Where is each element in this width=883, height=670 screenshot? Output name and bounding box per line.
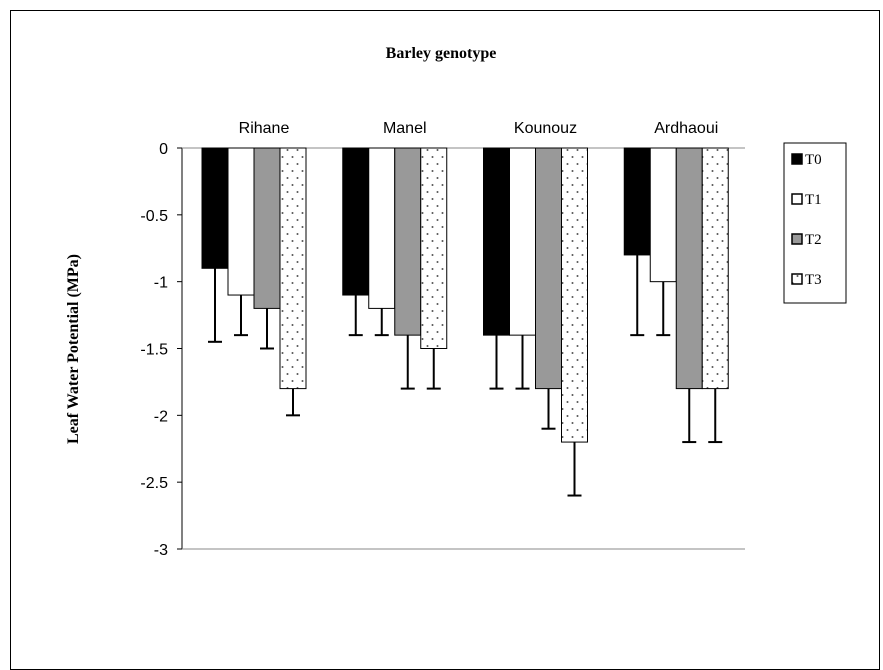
y-tick-label: -3 (154, 542, 168, 559)
category-label: Rihane (239, 120, 290, 137)
category-label: Manel (383, 120, 427, 137)
bar-t3-kounouz (561, 147, 588, 443)
bar-chart: Barley genotype Leaf Water Potential (MP… (65, 45, 847, 559)
bar-t0-rihane (201, 147, 229, 269)
legend-swatch-t3 (791, 273, 803, 285)
legend-swatch-t1 (791, 193, 803, 205)
bar-t3-ardhaoui (701, 147, 729, 390)
bar-t2-manel (394, 147, 422, 336)
bar-t0-ardhaoui (623, 147, 651, 256)
y-tick-label: -1.5 (140, 342, 168, 359)
bar-t1-manel (368, 147, 396, 309)
y-tick-label: 0 (159, 141, 168, 158)
bar-t0-manel (342, 147, 370, 296)
y-tick-label: -1 (154, 275, 168, 292)
legend-label-t3: T3 (805, 272, 822, 288)
bar-t3-manel (420, 147, 448, 349)
bar-t1-ardhaoui (649, 147, 677, 283)
y-tick-label: -2 (154, 408, 168, 425)
legend-label-t0: T0 (805, 152, 822, 168)
legend-label-t1: T1 (805, 192, 822, 208)
legend-swatch-t0 (791, 153, 803, 165)
bar-t0-kounouz (483, 147, 510, 336)
bar-t2-kounouz (535, 147, 562, 390)
bar-t1-rihane (227, 147, 255, 296)
y-tick-label: -2.5 (140, 475, 168, 492)
chart-title: Barley genotype (386, 45, 497, 62)
bar-t1-kounouz (509, 147, 536, 336)
bar-t2-ardhaoui (675, 147, 703, 390)
legend-swatch-t2 (791, 233, 803, 245)
y-tick-label: -0.5 (140, 208, 168, 225)
bar-t2-rihane (253, 147, 281, 309)
category-label: Ardhaoui (654, 120, 718, 137)
plot-area: 0 -0.5 -1 -1.5 -2 -2.5 -3 Rihane Manel Kounouz Ard… (140, 120, 745, 559)
category-label: Kounouz (514, 120, 577, 137)
bar-t3-rihane (279, 147, 307, 390)
legend-box (783, 142, 847, 304)
legend: T0 T1 T2 T3 (783, 142, 847, 304)
legend-label-t2: T2 (805, 232, 822, 248)
y-axis-label: Leaf Water Potential (MPa) (65, 254, 82, 444)
